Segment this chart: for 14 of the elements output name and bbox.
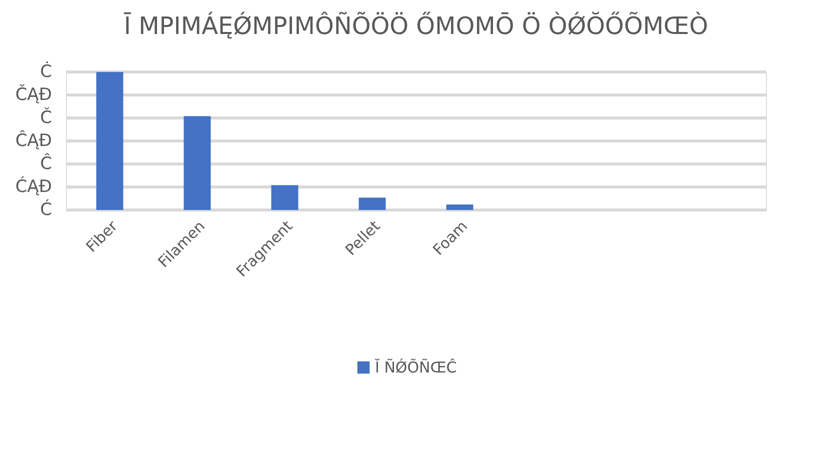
text: ČĄĐ [15,84,52,105]
legend-label: Ĭ ÑǾÕÑŒĈ [374,358,457,376]
bar [96,72,124,210]
bar [358,198,386,210]
text: Ĉ [40,153,52,174]
text: Ć [40,199,52,220]
text: Č [40,107,52,128]
bar [184,116,211,210]
chart-title: Ī MPIMÁĘǾMPIMÔÑÕÖÖ ŐMOMŌ Ö ÒǾŎŐÕMŒÒ [124,11,708,40]
bar [271,185,298,210]
text: ĆĄĐ [15,176,52,197]
text: Ċ [40,61,52,82]
bar [446,204,474,210]
text: ĈĄĐ [15,130,52,151]
